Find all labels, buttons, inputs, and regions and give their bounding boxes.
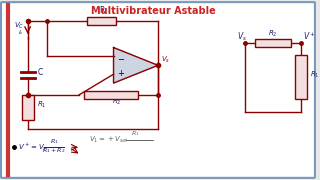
Text: C: C <box>37 68 43 77</box>
Text: $R_2$: $R_2$ <box>112 97 121 107</box>
Bar <box>255 39 291 47</box>
Text: Multivibrateur Astable: Multivibrateur Astable <box>91 6 215 16</box>
Bar <box>84 91 138 99</box>
Text: $V_s$: $V_s$ <box>161 54 170 65</box>
Text: $+$: $+$ <box>117 68 125 78</box>
Text: $-$: $-$ <box>117 53 125 62</box>
Bar <box>295 55 307 99</box>
Text: $V^+=V_s$: $V^+=V_s$ <box>18 141 47 153</box>
Text: $R_2$: $R_2$ <box>268 29 278 39</box>
Text: $I_c$: $I_c$ <box>18 28 24 37</box>
Text: $R_1$: $R_1$ <box>36 100 46 111</box>
FancyBboxPatch shape <box>1 2 315 178</box>
Text: R: R <box>99 6 104 15</box>
Text: $R_1$: $R_1$ <box>131 129 140 138</box>
Bar <box>22 95 34 120</box>
Text: $V^+$: $V^+$ <box>303 30 316 42</box>
Text: $R_1$: $R_1$ <box>310 70 319 80</box>
Polygon shape <box>114 48 158 83</box>
Text: $R_1+R_2$: $R_1+R_2$ <box>43 146 66 155</box>
Bar <box>87 17 116 25</box>
Text: $V_s$: $V_s$ <box>237 31 247 43</box>
Text: $V_1=+V_{sat}$: $V_1=+V_{sat}$ <box>89 135 129 145</box>
Text: $R_1$: $R_1$ <box>50 137 59 146</box>
Text: $V_C$: $V_C$ <box>14 21 24 31</box>
